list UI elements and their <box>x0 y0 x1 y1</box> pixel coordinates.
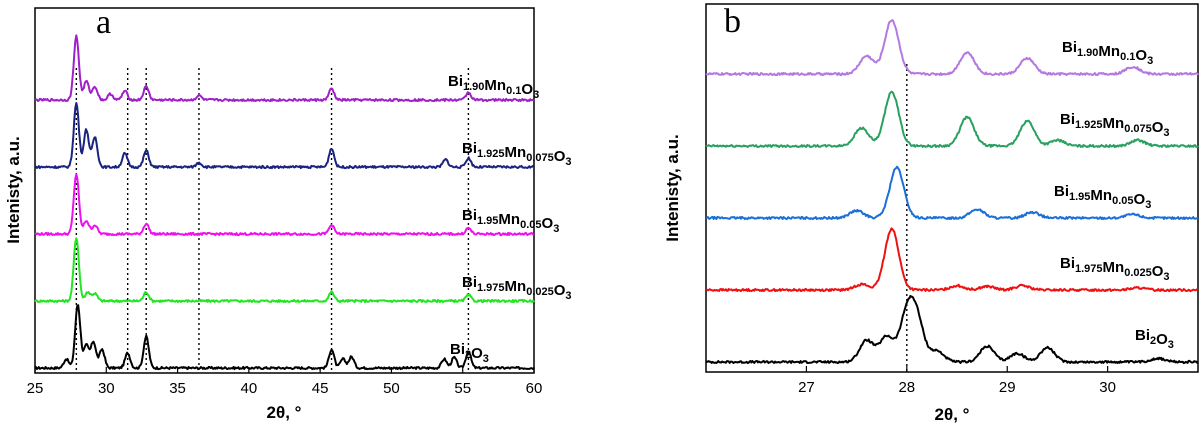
series-label: Bi1.95Mn0.05O3 <box>462 207 559 235</box>
x-tick-label: 45 <box>312 380 329 397</box>
series-label: Bi1.90Mn0.1O3 <box>448 73 539 101</box>
x-tick-label: 40 <box>241 380 258 397</box>
x-tick-label: 50 <box>383 380 400 397</box>
x-tick-label: 27 <box>798 379 815 396</box>
series-label: Bi1.95Mn0.05O3 <box>1054 183 1151 211</box>
x-axis-title-b: 2θ, ° <box>935 405 970 424</box>
series-label: Bi2O3 <box>1135 327 1174 351</box>
x-ticks-a: 25 30 35 40 45 50 55 60 <box>27 367 543 397</box>
x-tick-label: 55 <box>454 380 471 397</box>
x-axis-title-a: 2θ, ° <box>267 403 302 422</box>
panel-letter-a: a <box>96 4 111 41</box>
series-line <box>34 237 535 304</box>
x-tick-label: 35 <box>169 380 186 397</box>
series-line <box>34 102 535 170</box>
series-line <box>705 19 1199 77</box>
series-group-b <box>705 19 1199 365</box>
series-label: Bi1.975Mn0.025O3 <box>462 274 572 302</box>
x-tick-label: 28 <box>898 379 915 396</box>
plot-frame-a <box>34 7 535 374</box>
series-line <box>705 294 1199 365</box>
x-tick-label: 25 <box>27 380 44 397</box>
series-line <box>705 227 1199 293</box>
panel-b: 27 28 29 30 b 2θ, ° Intenisty, a.u. Bi2O3Bi… <box>663 3 1199 424</box>
series-label: Bi1.90Mn0.1O3 <box>1062 39 1153 67</box>
series-labels-a: Bi2O3 Bi1.975Mn0.025O3 Bi1.95Mn0.05O3 Bi1.9… <box>448 73 572 365</box>
series-label: Bi1.975Mn0.025O3 <box>1060 255 1170 283</box>
series-label: Bi1.925Mn0.075O3 <box>1060 111 1170 139</box>
series-group-a <box>34 34 535 371</box>
series-label: Bi1.925Mn0.075O3 <box>462 140 572 168</box>
x-tick-label: 29 <box>999 379 1016 396</box>
panel-a: 25 30 35 40 45 50 55 60 a 2θ, ° Intenisty, a.u.… <box>4 4 572 422</box>
y-axis-title-b: Intenisty, a.u. <box>663 134 682 241</box>
series-line <box>34 173 535 237</box>
panel-letter-b: b <box>724 3 741 40</box>
y-axis-title-a: Intenisty, a.u. <box>4 136 23 243</box>
series-line <box>705 90 1199 149</box>
reference-lines-a <box>75 68 470 373</box>
x-ticks-b: 27 28 29 30 <box>798 366 1116 396</box>
x-tick-label: 30 <box>1099 379 1116 396</box>
series-label: Bi2O3 <box>450 341 489 365</box>
series-labels-b: Bi2O3 Bi1.975Mn0.025O3 Bi1.95Mn0.05O3 Bi1.9… <box>1054 39 1174 351</box>
series-line <box>35 304 535 371</box>
plot-frame-b <box>705 3 1199 373</box>
x-tick-label: 30 <box>98 380 115 397</box>
series-line <box>705 165 1199 221</box>
x-tick-label: 60 <box>526 380 543 397</box>
series-line <box>34 34 535 103</box>
